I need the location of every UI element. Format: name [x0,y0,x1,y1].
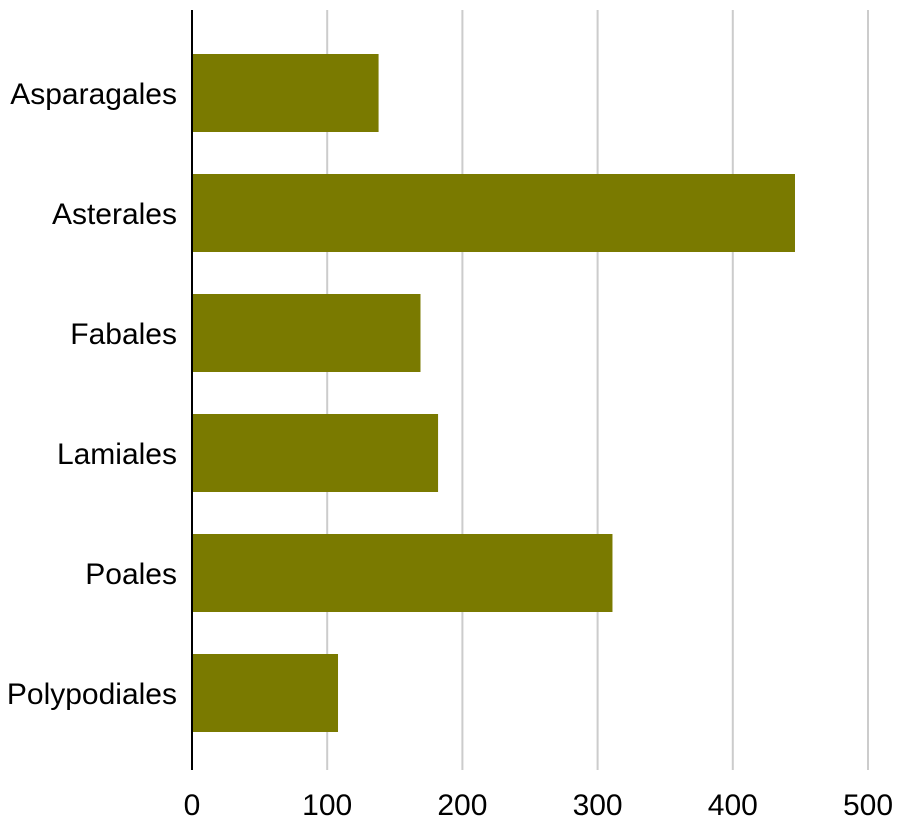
bar-lamiales [192,414,439,492]
x-tick-label: 200 [437,789,487,822]
x-tick-label: 100 [302,789,352,822]
category-label-asparagales: Asparagales [10,78,177,111]
category-label-lamiales: Lamiales [57,438,177,471]
bar-poales [192,534,613,612]
category-label-polypodiales: Polypodiales [7,678,177,711]
gridlines [326,10,869,770]
x-tick-labels: 0 100 200 300 400 500 [184,789,893,822]
bar-asterales [192,174,795,252]
category-labels: Asparagales Asterales Fabales Lamiales Poale… [7,78,177,711]
bar-fabales [192,294,421,372]
x-tick-label: 300 [573,789,623,822]
bar-polypodiales [192,654,339,732]
category-label-fabales: Fabales [70,318,177,351]
x-tick-label: 400 [708,789,758,822]
x-tick-label: 0 [184,789,201,822]
x-tick-label: 500 [843,789,893,822]
category-label-poales: Poales [85,558,177,591]
bar-asparagales [192,54,379,132]
category-label-asterales: Asterales [52,198,177,231]
bars [192,54,795,732]
